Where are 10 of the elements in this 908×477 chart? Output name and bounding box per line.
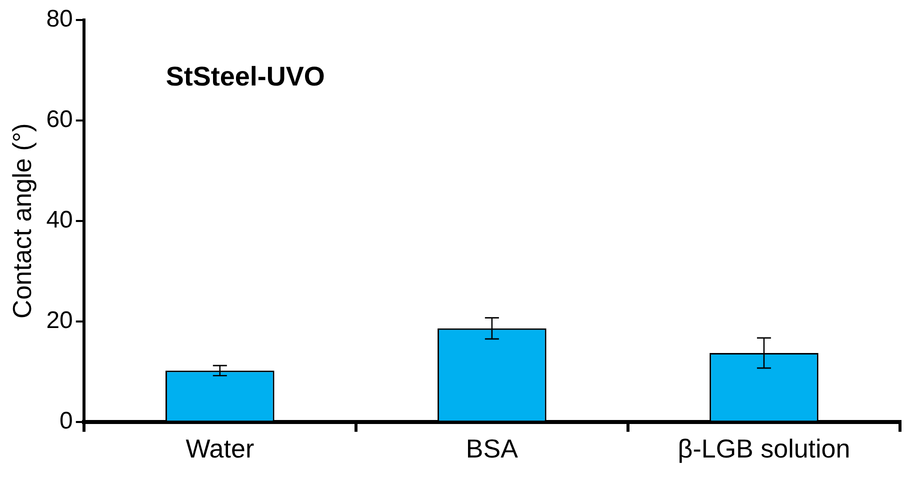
text: StSteel-UVO xyxy=(166,61,325,92)
x-tick-label: BSA xyxy=(466,434,519,464)
y-tick-label: 0 xyxy=(60,407,73,434)
y-tick-label: 80 xyxy=(46,6,73,33)
y-tick-label: 40 xyxy=(46,206,73,234)
x-tick-label: Water xyxy=(186,434,254,464)
y-tick-label: 60 xyxy=(46,106,73,134)
y-tick-label: 20 xyxy=(46,306,73,334)
y-axis-title: Contact angle (°) xyxy=(6,123,37,319)
x-tick-label: β-LGB solution xyxy=(678,434,850,464)
